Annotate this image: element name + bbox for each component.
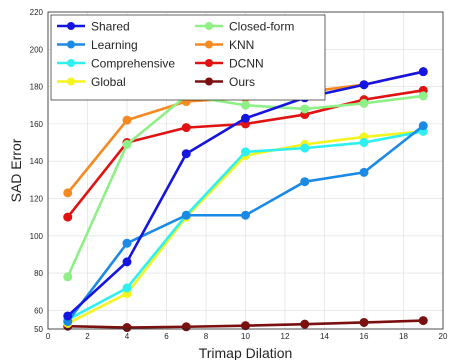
y-tick-label: 50: [34, 325, 43, 334]
y-tick-label: 120: [30, 194, 44, 203]
data-point-shared: [122, 257, 132, 267]
data-point-learning: [300, 177, 310, 187]
legend-swatch-marker: [67, 40, 75, 49]
data-point-knn: [63, 188, 73, 198]
plot-frame: [47, 11, 444, 330]
data-point-ours: [241, 321, 250, 331]
x-tick-label: 16: [360, 332, 369, 341]
data-point-ours: [122, 323, 132, 333]
data-point-dcnn: [63, 212, 73, 222]
legend-label: Shared: [91, 20, 130, 34]
x-tick-label: 8: [204, 332, 209, 341]
legend-swatch-marker: [205, 40, 213, 49]
x-axis-title: Trimap Dilation: [199, 345, 293, 360]
data-point-shared: [181, 149, 191, 159]
legend-item-global: Global: [57, 75, 126, 89]
data-point-closed-form: [122, 139, 132, 149]
y-tick-label: 60: [34, 306, 43, 315]
y-tick-label: 220: [30, 8, 44, 17]
series-learning: [63, 121, 428, 327]
series-shared: [63, 67, 428, 321]
data-point-ours: [359, 317, 369, 327]
x-tick-label: 4: [125, 332, 130, 341]
data-point-shared: [359, 80, 369, 90]
data-point-comprehensive: [300, 143, 310, 153]
legend-label: Ours: [229, 75, 255, 89]
x-tick-label: 18: [399, 332, 408, 341]
data-point-closed-form: [63, 272, 73, 282]
legend-item-knn: KNN: [195, 38, 254, 52]
x-tick-labels: 0 2 4 6 8 10 12 14 16 18 20: [46, 332, 448, 341]
legend-swatch-marker: [67, 77, 75, 86]
legend-swatch-marker: [205, 22, 213, 30]
data-point-ours: [300, 319, 310, 329]
data-point-shared: [418, 67, 428, 77]
x-tick-label: 12: [281, 332, 290, 341]
legend-item-shared: Shared: [57, 20, 130, 34]
data-point-comprehensive: [122, 283, 132, 293]
y-tick-labels: 50 60 80 100 120 140 160 180 200 220: [30, 8, 44, 334]
y-tick-label: 180: [30, 83, 44, 92]
series-closed-form: [63, 91, 428, 282]
legend-item-closed-form: Closed-form: [195, 20, 294, 34]
data-point-closed-form: [300, 104, 310, 114]
x-tick-label: 0: [46, 332, 51, 341]
data-point-closed-form: [359, 98, 369, 108]
y-tick-label: 200: [30, 45, 44, 54]
data-point-closed-form: [241, 100, 250, 110]
y-tick-label: 80: [34, 269, 43, 278]
series-ours: [63, 316, 428, 333]
data-point-learning: [359, 167, 369, 177]
y-tick-label: 140: [30, 157, 44, 166]
data-point-ours: [181, 322, 191, 332]
legend-swatch-marker: [205, 59, 213, 67]
data-point-comprehensive: [359, 138, 369, 148]
series-layer: [63, 67, 428, 333]
legend-item-ours: Ours: [195, 75, 255, 89]
data-point-learning: [181, 210, 191, 220]
legend-label: Learning: [91, 38, 138, 52]
legend-label: DCNN: [229, 57, 264, 71]
x-tick-label: 20: [439, 332, 448, 341]
data-point-closed-form: [418, 91, 428, 101]
legend-label: Global: [91, 75, 126, 89]
legend-label: KNN: [229, 38, 254, 52]
x-tick-label: 10: [241, 332, 250, 341]
y-tick-label: 160: [30, 120, 44, 129]
legend-label: Closed-form: [229, 20, 294, 34]
x-tick-label: 2: [85, 332, 90, 341]
y-tick-label: 100: [30, 232, 44, 241]
data-point-comprehensive: [241, 147, 250, 157]
legend-item-comprehensive: Comprehensive: [57, 57, 175, 71]
legend-swatch-marker: [67, 59, 75, 67]
data-point-learning: [418, 121, 428, 131]
legend-swatch-marker: [205, 77, 213, 86]
data-point-shared: [63, 311, 73, 321]
legend: Shared Learning Comprehensive Global Closed-…: [50, 14, 326, 101]
legend-swatch-marker: [67, 22, 75, 30]
data-point-learning: [122, 238, 132, 248]
x-tick-label: 6: [164, 332, 169, 341]
data-point-learning: [241, 210, 250, 220]
legend-label: Comprehensive: [91, 57, 175, 71]
data-point-ours: [418, 316, 428, 326]
data-point-shared: [241, 113, 250, 123]
legend-box: [50, 14, 326, 101]
legend-item-learning: Learning: [57, 38, 138, 52]
y-axis-title: SAD Error: [8, 138, 24, 202]
x-tick-label: 14: [320, 332, 329, 341]
data-point-dcnn: [181, 123, 191, 133]
data-point-knn: [122, 115, 132, 125]
legend-item-dcnn: DCNN: [195, 57, 264, 71]
